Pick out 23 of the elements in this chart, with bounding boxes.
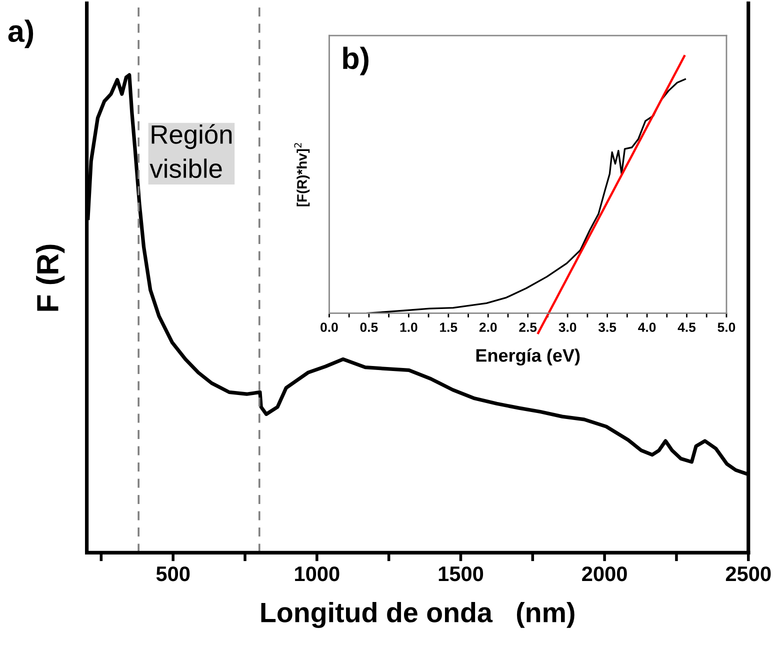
x-tick-label: 3.0: [558, 322, 576, 332]
x-axis-title: Energía (eV): [476, 348, 580, 366]
x-tick-label: 5.0: [718, 322, 736, 332]
x-tick-label: 1500: [438, 566, 484, 582]
y-axis-title: F (R): [36, 244, 65, 311]
y-axis-title: [F(R)*hv]$^{2}$: [294, 143, 310, 206]
x-tick-label: 2.5: [519, 322, 537, 332]
x-tick-label: 0.5: [360, 322, 378, 332]
x-tick-label: 2.0: [479, 322, 497, 332]
x-tick-label: 4.0: [638, 322, 656, 332]
x-tick-label: 4.5: [678, 322, 696, 332]
chart-title: a): [8, 20, 34, 48]
x-axis-title: Longitud de onda (nm): [261, 602, 574, 628]
chart-title: b): [343, 46, 368, 76]
x-tick-label: 1.0: [400, 322, 418, 332]
x-tick-label: 2500: [726, 566, 771, 582]
x-tick-label: 500: [156, 566, 190, 582]
x-tick-label: 1000: [295, 566, 340, 582]
x-tick-label: 0.0: [320, 322, 338, 332]
x-tick-label: 3.5: [598, 322, 616, 332]
annotation: Región visible: [150, 124, 232, 178]
x-tick-label: 1.5: [440, 322, 458, 332]
x-tick-label: 2000: [582, 566, 627, 582]
